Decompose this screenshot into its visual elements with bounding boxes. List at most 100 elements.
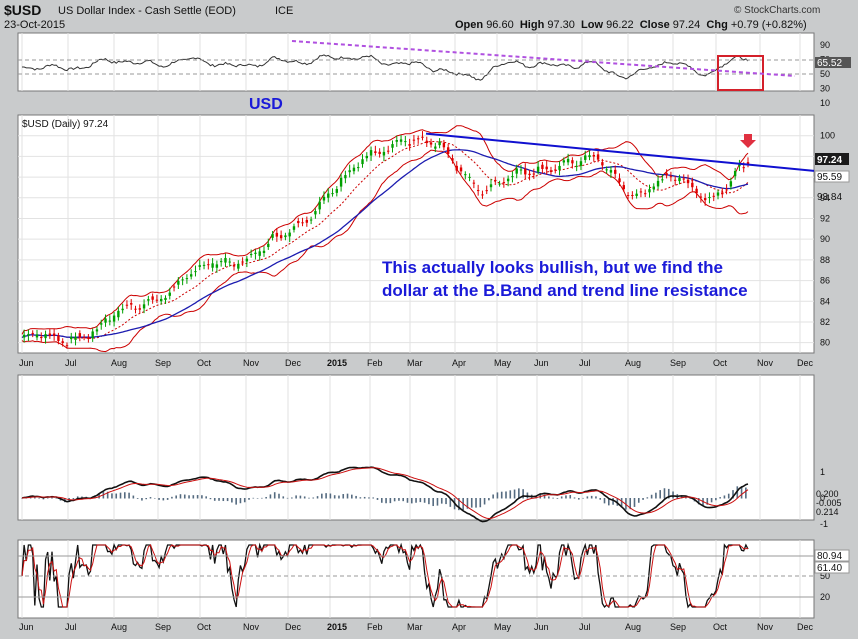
macd-histogram-bar: [629, 498, 632, 510]
macd-histogram-bar: [111, 493, 113, 499]
month-label: Jul: [65, 358, 77, 368]
month-label-bottom: Oct: [197, 622, 212, 632]
candle-body: [566, 158, 570, 163]
exchange-label: ICE: [275, 5, 294, 17]
top-tick-label: 30: [820, 84, 830, 94]
candle-body: [262, 250, 266, 254]
candle-body: [665, 173, 668, 176]
candle-body: [95, 329, 99, 332]
candle-body: [189, 274, 193, 277]
macd-histogram-bar: [226, 498, 229, 502]
candle-body: [138, 308, 141, 310]
candle-body: [721, 192, 724, 195]
candle-body: [733, 170, 737, 177]
y-tick-label: 94: [820, 193, 830, 203]
macd-histogram-bar: [363, 496, 366, 499]
macd-histogram-bar: [488, 498, 490, 501]
candle-body: [284, 235, 287, 238]
macd-histogram-bar: [393, 498, 396, 502]
open-value: 96.60: [486, 19, 514, 31]
candle-body: [635, 193, 638, 196]
candle-body: [339, 177, 343, 187]
macd-histogram-bar: [586, 496, 589, 499]
macd-histogram-bar: [231, 498, 233, 503]
candle-body: [279, 235, 283, 239]
macd-histogram-bar: [286, 497, 289, 499]
candle-body: [172, 286, 176, 288]
macd-histogram-bar: [171, 496, 173, 499]
candle-body: [275, 232, 279, 237]
candle-body: [498, 183, 501, 185]
candle-body: [117, 310, 120, 318]
candle-body: [44, 334, 47, 339]
macd-histogram-bar: [175, 495, 177, 499]
macd-histogram-bar: [115, 493, 118, 499]
chg-value: +0.79 (+0.82%): [730, 19, 807, 31]
macd-histogram-bar: [278, 493, 280, 499]
candle-body: [211, 263, 214, 268]
macd-histogram-bar: [603, 498, 606, 504]
candle-body: [515, 168, 518, 174]
candle-body: [301, 222, 304, 224]
macd-histogram-bar: [565, 495, 567, 499]
candle-body: [232, 264, 236, 267]
macd-histogram-bar: [642, 498, 644, 500]
month-label: May: [494, 358, 512, 368]
macd-histogram-bar: [162, 498, 165, 501]
candle-body: [459, 167, 463, 172]
macd-histogram-bar: [620, 498, 623, 508]
macd-histogram-bar: [312, 497, 315, 499]
month-label-bottom: Aug: [625, 622, 641, 632]
candle-body: [297, 220, 300, 224]
candle-body: [618, 178, 621, 183]
candle-body: [626, 195, 630, 197]
macd-histogram-bar: [552, 497, 554, 499]
candle-body: [639, 191, 643, 193]
candle-body: [387, 150, 390, 152]
candle-body: [511, 176, 514, 178]
month-label: Jul: [579, 358, 591, 368]
macd-histogram-bar: [106, 491, 109, 499]
candle-body: [357, 167, 360, 169]
macd-histogram-bar: [710, 498, 713, 503]
candle-body: [425, 140, 428, 144]
candle-body: [588, 155, 591, 158]
month-label: Aug: [111, 358, 127, 368]
macd-histogram-bar: [51, 497, 53, 499]
macd-histogram-bar: [123, 492, 126, 499]
chart-date: 23-Oct-2015: [4, 19, 66, 31]
macd-histogram-bar: [269, 494, 272, 499]
month-label: Nov: [243, 358, 260, 368]
candle-body: [541, 164, 544, 169]
macd-histogram-bar: [359, 497, 362, 499]
last-value-box: [815, 153, 849, 165]
macd-histogram-bar: [518, 488, 520, 499]
macd-histogram-bar: [672, 491, 674, 499]
macd-histogram-bar: [556, 498, 559, 499]
candle-body: [648, 189, 651, 193]
month-label: Jun: [19, 358, 34, 368]
top-tick-label: 90: [820, 40, 830, 50]
candle-body: [194, 271, 197, 273]
candle-body: [716, 192, 720, 196]
macd-histogram-bar: [573, 497, 576, 499]
macd-histogram-bar: [423, 498, 426, 503]
macd-value-3: 0.214: [816, 507, 839, 517]
high-value: 97.30: [547, 19, 575, 31]
candle-body: [596, 154, 600, 160]
macd-histogram-bar: [351, 494, 353, 499]
month-label-bottom: Oct: [713, 622, 728, 632]
top-tick-label: 50: [820, 69, 830, 79]
candle-body: [489, 184, 493, 188]
low-label: Low: [581, 19, 604, 31]
macd-histogram-bar: [196, 495, 199, 499]
macd-histogram-bar: [689, 498, 691, 499]
annotation-line-1: This actually looks bullish, but we find…: [382, 258, 723, 277]
rsi-line: [22, 54, 749, 81]
macd-histogram-bar: [128, 492, 130, 499]
y-tick-label: 100: [820, 131, 835, 141]
y-tick-label: 84: [820, 296, 830, 306]
macd-histogram-bar: [303, 496, 306, 499]
macd-histogram-bar: [21, 498, 23, 499]
macd-histogram-bar: [543, 494, 546, 499]
